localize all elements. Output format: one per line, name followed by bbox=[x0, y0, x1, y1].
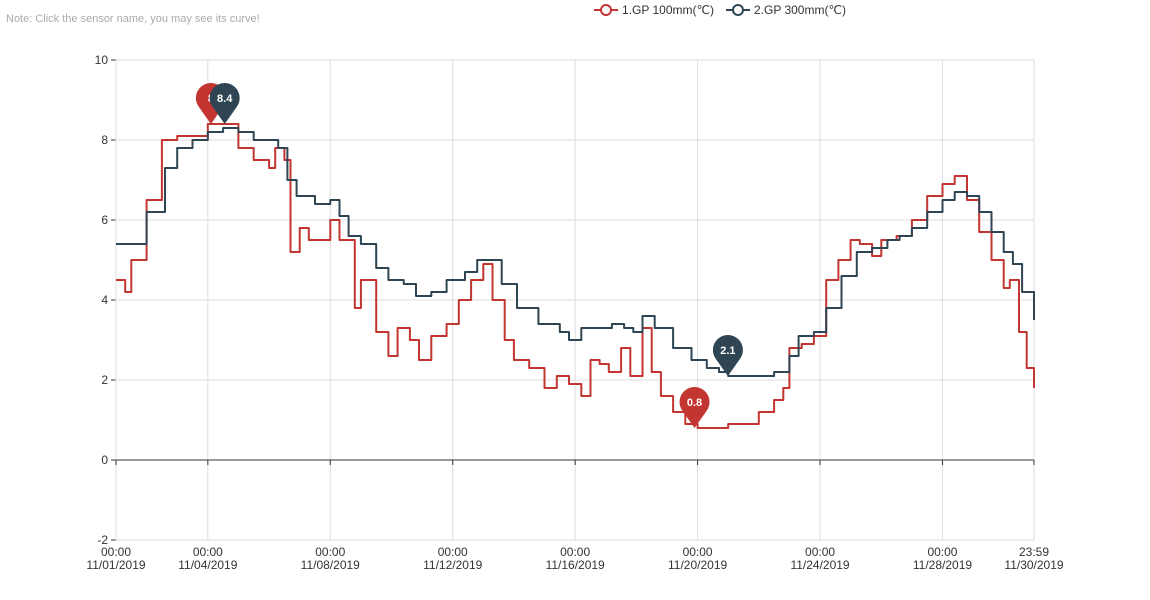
x-tick-label-time: 00:00 bbox=[101, 545, 131, 559]
y-tick-label: 4 bbox=[101, 293, 108, 307]
x-tick-label-date: 11/28/2019 bbox=[913, 558, 972, 572]
x-tick-label-time: 00:00 bbox=[805, 545, 835, 559]
x-tick-label-time: 00:00 bbox=[927, 545, 957, 559]
marker-label: 0.8 bbox=[687, 397, 702, 409]
x-tick-label-time: 23:59 bbox=[1019, 545, 1049, 559]
x-tick-label-date: 11/08/2019 bbox=[301, 558, 360, 572]
legend-label-series-2: 2.GP 300mm(℃) bbox=[754, 3, 846, 17]
x-tick-label-date: 11/30/2019 bbox=[1004, 558, 1063, 572]
x-tick-label-time: 00:00 bbox=[683, 545, 713, 559]
x-tick-label-date: 11/01/2019 bbox=[86, 558, 145, 572]
y-tick-label: 0 bbox=[101, 453, 108, 467]
marker-pin bbox=[679, 387, 710, 428]
y-tick-label: 6 bbox=[101, 213, 108, 227]
y-tick-label: -2 bbox=[97, 533, 108, 547]
legend-item-series-2[interactable]: 2.GP 300mm(℃) bbox=[726, 3, 846, 17]
x-tick-label-time: 00:00 bbox=[193, 545, 223, 559]
x-tick-label-time: 00:00 bbox=[438, 545, 468, 559]
chart-note: Note: Click the sensor name, you may see… bbox=[6, 13, 260, 25]
x-tick-label-time: 00:00 bbox=[315, 545, 345, 559]
marker-label: 8.4 bbox=[217, 93, 233, 105]
legend-line-circle-icon bbox=[726, 4, 750, 16]
x-tick-label-time: 00:00 bbox=[560, 545, 590, 559]
marker-pin bbox=[209, 83, 240, 124]
marker-label: 2.1 bbox=[720, 345, 735, 357]
x-tick-label-date: 11/04/2019 bbox=[178, 558, 237, 572]
y-tick-label: 8 bbox=[101, 133, 108, 147]
marker-pin bbox=[712, 335, 743, 376]
x-tick-label-date: 11/16/2019 bbox=[546, 558, 605, 572]
legend-line-circle-icon bbox=[594, 4, 619, 16]
legend-item-series-1[interactable]: 1.GP 100mm(℃) bbox=[304, 3, 714, 17]
series-line-2 bbox=[116, 127, 1035, 377]
legend-label-series-1: 1.GP 100mm(℃) bbox=[622, 3, 714, 17]
y-tick-label: 2 bbox=[101, 373, 108, 387]
y-tick-label: 10 bbox=[95, 53, 109, 67]
chart-legend: 1.GP 100mm(℃) 2.GP 300mm(℃) bbox=[0, 3, 1150, 17]
x-tick-label-date: 11/24/2019 bbox=[790, 558, 849, 572]
x-tick-label-date: 11/20/2019 bbox=[668, 558, 727, 572]
x-tick-label-date: 11/12/2019 bbox=[423, 558, 482, 572]
